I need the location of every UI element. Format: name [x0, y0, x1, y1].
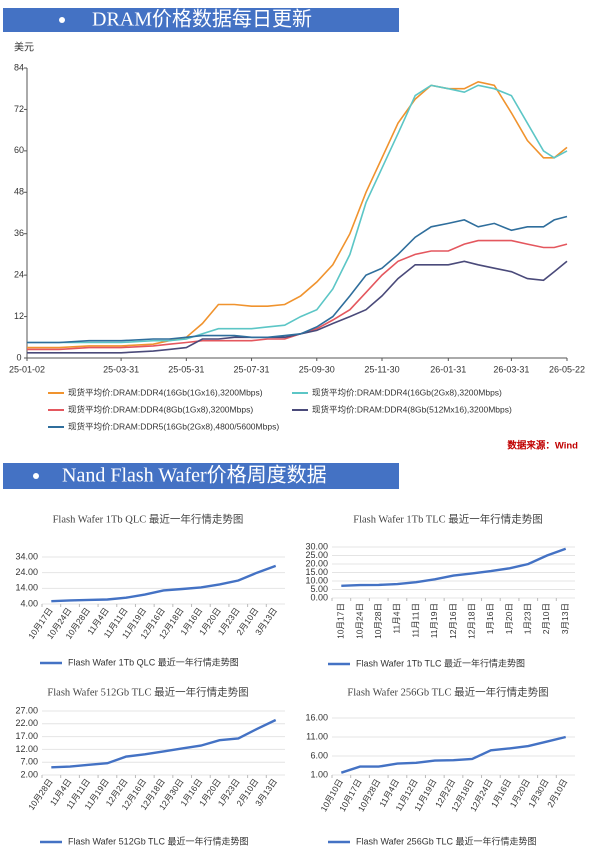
- x-tick-label: 3月13日: [560, 603, 570, 634]
- legend-label: Flash Wafer 1Tb TLC 最近一年行情走势图: [356, 657, 525, 668]
- legend-label: 现货平均价:DRAM:DDR4(16Gb(1Gx16),3200Mbps): [68, 387, 263, 397]
- y-tick-label: 27.00: [15, 705, 38, 715]
- series-line: [27, 84, 568, 344]
- y-tick-label: 72: [14, 104, 24, 114]
- bullet: [33, 473, 39, 479]
- chart-title: Flash Wafer 512Gb TLC 最近一年行情走势图: [47, 685, 248, 698]
- source-note: 数据来源：Wind: [506, 440, 578, 452]
- x-tick-label: 25-09-30: [299, 364, 335, 374]
- y-tick-label: 6.00: [310, 750, 328, 760]
- y-tick-label: 4.00: [20, 598, 38, 608]
- y-tick-label: 24: [14, 270, 24, 280]
- x-tick-label: 10月28日: [373, 603, 383, 639]
- y-tick-label: 2.00: [20, 769, 38, 779]
- legend-label: Flash Wafer 256Gb TLC 最近一年行情走势图: [356, 835, 537, 846]
- y-tick-label: 12.00: [15, 744, 38, 754]
- x-tick-label: 25-11-30: [364, 364, 399, 374]
- y-tick-label: 84: [14, 62, 24, 72]
- x-tick-label: 10月28日: [26, 777, 55, 812]
- x-tick-label: 2月10日: [541, 603, 551, 634]
- banner: [3, 8, 399, 32]
- bullet: [59, 17, 65, 23]
- y-axis-label: 美元: [14, 41, 34, 54]
- series-line: [51, 564, 277, 603]
- y-tick-label: 48: [14, 187, 24, 197]
- legend-label: 现货平均价:DRAM:DDR4(8Gb(1Gx8),3200Mbps): [68, 404, 253, 414]
- y-tick-label: 22.00: [15, 718, 38, 728]
- y-tick-label: 16.00: [305, 712, 328, 722]
- x-tick-label: 25-07-31: [234, 364, 270, 374]
- y-tick-label: 10.00: [305, 575, 328, 585]
- y-tick-label: 17.00: [15, 731, 38, 741]
- x-tick-label: 1月23日: [523, 603, 533, 634]
- x-tick-label: 11月11日: [410, 603, 420, 638]
- series-line: [27, 260, 568, 354]
- y-tick-label: 12: [14, 311, 24, 321]
- y-tick-label: 24.00: [15, 567, 38, 577]
- y-tick-label: 15.00: [305, 567, 328, 577]
- x-tick-label: 25-03-31: [103, 364, 139, 374]
- x-tick-label: 25-05-31: [168, 364, 204, 374]
- legend-label: 现货平均价:DRAM:DDR5(16Gb(2Gx8),4800/5600Mbps…: [68, 421, 279, 431]
- series-line: [51, 718, 277, 769]
- series-line: [27, 80, 568, 349]
- legend-label: 现货平均价:DRAM:DDR4(16Gb(2Gx8),3200Mbps): [312, 387, 502, 397]
- y-tick-label: 34.00: [15, 551, 38, 561]
- chart-title: Flash Wafer 1Tb TLC 最近一年行情走势图: [353, 512, 543, 525]
- x-tick-label: 12月16日: [448, 603, 458, 639]
- x-tick-label: 26-01-31: [430, 364, 466, 374]
- y-tick-label: 5.00: [310, 584, 328, 594]
- x-tick-label: 25-01-02: [9, 364, 45, 374]
- chart-title: Flash Wafer 256Gb TLC 最近一年行情走势图: [347, 685, 548, 698]
- series-line: [27, 215, 568, 344]
- y-tick-label: 14.00: [15, 583, 38, 593]
- legend-label: Flash Wafer 1Tb QLC 最近一年行情走势图: [68, 656, 239, 667]
- legend-label: Flash Wafer 512Gb TLC 最近一年行情走势图: [68, 835, 249, 846]
- y-tick-label: 20.00: [305, 558, 328, 568]
- section-title: Nand Flash Wafer价格周度数据: [62, 464, 327, 487]
- y-tick-label: 7.00: [20, 757, 38, 767]
- series-line: [340, 735, 566, 774]
- y-tick-label: 36: [14, 228, 24, 238]
- x-tick-label: 1月20日: [504, 603, 514, 634]
- banner: [3, 463, 399, 489]
- x-tick-label: 1月16日: [485, 603, 495, 634]
- y-tick-label: 11.00: [306, 731, 328, 741]
- section-title: DRAM价格数据每日更新: [92, 8, 312, 31]
- x-tick-label: 10月24日: [354, 603, 364, 639]
- y-tick-label: 1.00: [310, 769, 328, 779]
- x-tick-label: 11月4日: [392, 603, 402, 634]
- x-tick-label: 26-05-22: [549, 364, 585, 374]
- x-tick-label: 26-03-31: [493, 364, 529, 374]
- y-tick-label: 30.00: [305, 541, 328, 551]
- x-tick-label: 12月18日: [466, 603, 476, 639]
- chart-title: Flash Wafer 1Tb QLC 最近一年行情走势图: [53, 512, 244, 525]
- x-tick-label: 10月17日: [336, 603, 346, 639]
- x-tick-label: 11月19日: [429, 603, 439, 638]
- series-line: [341, 547, 567, 587]
- y-tick-label: 0.00: [310, 592, 328, 602]
- y-tick-label: 0: [16, 352, 21, 362]
- series-line: [27, 239, 568, 351]
- legend-label: 现货平均价:DRAM:DDR4(8Gb(512Mx16),3200Mbps): [312, 404, 512, 414]
- y-tick-label: 25.00: [305, 550, 328, 560]
- y-tick-label: 60: [14, 145, 24, 155]
